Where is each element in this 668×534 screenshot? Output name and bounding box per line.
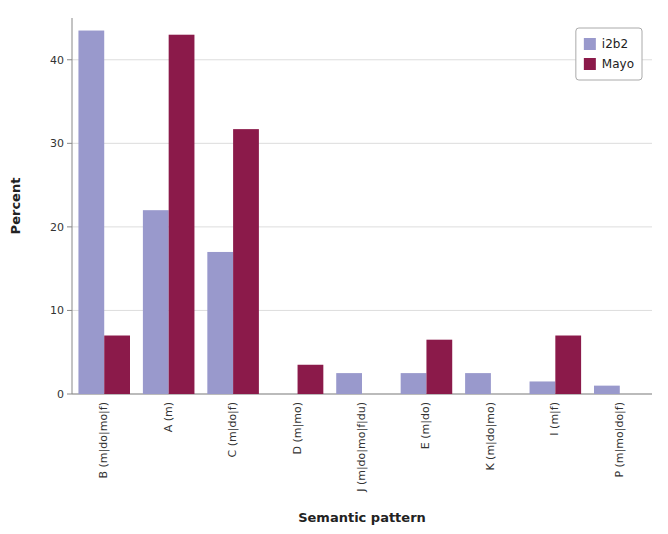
- grid-line: [72, 59, 652, 60]
- legend-swatch: [584, 58, 596, 70]
- bar: Mayo: 6.5: [426, 340, 452, 394]
- bar: Mayo: 0: [491, 394, 517, 395]
- chart-svg: 0 10 20 30 40 B (m|do|mo|f) A (m) C (m|do|f) D (…: [0, 0, 668, 534]
- tick-label: 20: [50, 221, 64, 234]
- tick-label: 0: [57, 388, 64, 401]
- tick-label: 30: [50, 137, 64, 150]
- bar: i2b2: 1: [594, 386, 620, 394]
- tick-mark: [67, 226, 72, 227]
- category-label: J (m|do|mo|f|du): [355, 402, 368, 493]
- bars: i2b2: 43.5 i2b2: 22 i2b2: 17 i2b2: 0 i2b2: 2…: [78, 31, 619, 394]
- bar: i2b2: 0: [272, 394, 298, 395]
- bar: Mayo: 7: [104, 336, 130, 394]
- category-label: I (m|f): [548, 402, 561, 436]
- bar: i2b2: 2.5: [401, 373, 427, 394]
- y-axis-line: [72, 18, 73, 394]
- tick-mark: [67, 59, 72, 60]
- category-label: C (m|do|f): [226, 402, 239, 457]
- bar: i2b2: 2.5: [336, 373, 362, 394]
- bar: i2b2: 22: [143, 210, 169, 394]
- bar: Mayo: 3.5: [298, 365, 324, 394]
- x-axis-title: Semantic pattern: [298, 510, 426, 525]
- tick-mark: [67, 310, 72, 311]
- category-label: K (m|do|mo): [484, 402, 497, 471]
- tick-label: 40: [50, 54, 64, 67]
- legend: i2b2 Mayo: [576, 28, 642, 80]
- bar: Mayo: 31.7: [233, 129, 259, 394]
- chart-container: 0 10 20 30 40 B (m|do|mo|f) A (m) C (m|do|f) D (…: [0, 0, 668, 534]
- tick-mark: [67, 143, 72, 144]
- bar: i2b2: 2.5: [465, 373, 491, 394]
- category-label: P (m|mo|do|f): [613, 402, 626, 478]
- bar: i2b2: 1.5: [530, 381, 556, 394]
- axes: 0 10 20 30 40 B (m|do|mo|f) A (m) C (m|do|f) D (…: [50, 18, 652, 493]
- bar: Mayo: 43: [169, 35, 195, 394]
- category-label: E (m|do): [419, 402, 432, 449]
- bar: i2b2: 17: [207, 252, 233, 394]
- legend-label: i2b2: [602, 37, 628, 51]
- bar: Mayo: 7: [555, 336, 581, 394]
- category-label: B (m|do|mo|f): [97, 402, 110, 479]
- bar: Mayo: 0: [620, 394, 646, 395]
- tick-label: 10: [50, 304, 64, 317]
- y-axis-title: Percent: [8, 178, 23, 235]
- category-label: A (m): [162, 402, 175, 432]
- legend-label: Mayo: [602, 57, 634, 71]
- grid-line: [72, 143, 652, 144]
- bar: Mayo: 0: [362, 394, 388, 395]
- legend-box: [576, 28, 642, 80]
- legend-swatch: [584, 38, 596, 50]
- bar: i2b2: 43.5: [78, 31, 104, 394]
- category-label: D (m|mo): [291, 402, 304, 454]
- tick-mark: [67, 394, 72, 395]
- grid: [72, 60, 652, 394]
